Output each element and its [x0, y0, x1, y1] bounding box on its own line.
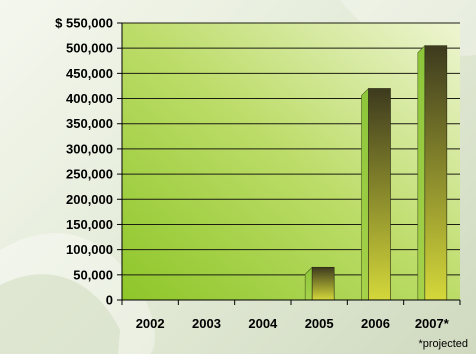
y-tick-label: 450,000	[66, 66, 113, 81]
bar-front	[424, 45, 448, 301]
bar-side	[361, 87, 369, 301]
x-tick-label: 2005	[305, 316, 334, 331]
y-tick-label: 500,000	[66, 41, 113, 56]
bar-front	[311, 266, 335, 301]
y-tick-label: 250,000	[66, 167, 113, 182]
bar-2007*	[417, 44, 448, 301]
y-tick-label: 200,000	[66, 192, 113, 207]
bars	[304, 44, 448, 301]
x-tick-label: 2002	[136, 316, 165, 331]
y-tick-label: 0	[106, 293, 113, 308]
x-tick-label: 2003	[192, 316, 221, 331]
y-tick-label: 400,000	[66, 91, 113, 106]
y-tick-label: 50,000	[73, 267, 113, 282]
y-tick-label: 150,000	[66, 217, 113, 232]
x-tick-label: 2004	[248, 316, 278, 331]
gridlines	[122, 22, 460, 276]
y-axis-ticks: 0 50,000 100,000 150,000 200,000 250,000 300,0…	[55, 16, 122, 308]
bar-2006	[361, 87, 391, 301]
footnote: *projected	[418, 338, 468, 350]
y-tick-label: 350,000	[66, 116, 113, 131]
y-tick-label: $ 550,000	[55, 16, 113, 31]
bar-side	[417, 44, 426, 301]
plot-area	[122, 23, 460, 300]
x-tick-label: 2006	[361, 316, 390, 331]
y-tick-label: 100,000	[66, 242, 113, 257]
bar-front	[368, 88, 391, 301]
x-tick-label: 2007*	[415, 316, 450, 331]
x-axis-ticks: 2002 2003 2004 2005 2006 2007*	[121, 300, 461, 331]
y-tick-label: 300,000	[66, 141, 113, 156]
bar-2005	[304, 266, 335, 301]
